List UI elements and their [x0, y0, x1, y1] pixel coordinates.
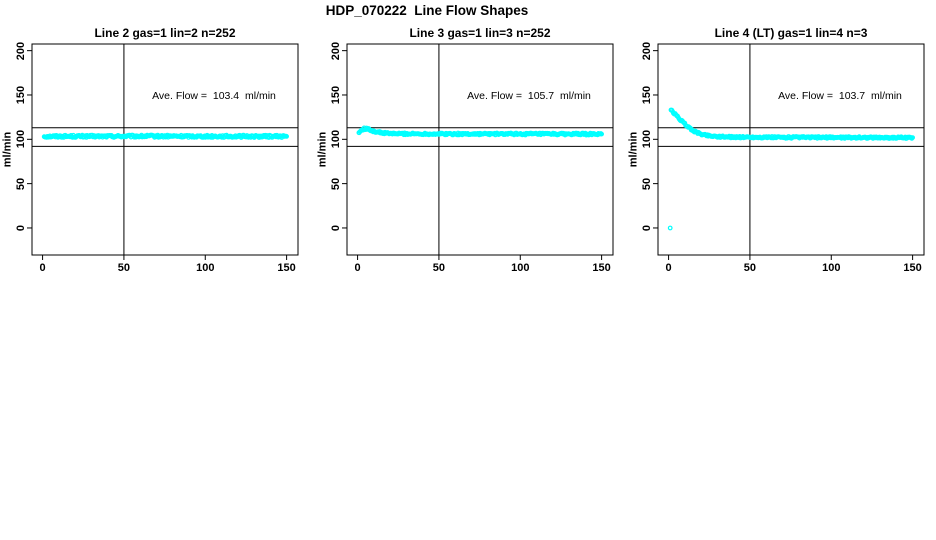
data-point-marker [910, 135, 915, 141]
data-point-marker [599, 131, 604, 137]
axis-box [31, 43, 299, 256]
axis-box [657, 43, 925, 256]
y-tick-label: 0 [641, 224, 653, 232]
axis-box [346, 43, 614, 256]
y-tick-label: 0 [15, 224, 27, 232]
x-tick-label: 50 [432, 262, 446, 274]
y-tick-label: 200 [15, 41, 27, 60]
ave-flow-annotation-line3: Ave. Flow = 105.7 ml/min [467, 90, 591, 102]
ave-flow-annotation-line2: Ave. Flow = 103.4 ml/min [152, 90, 276, 102]
ave-flow-annotation-line4: Ave. Flow = 103.7 ml/min [778, 90, 902, 102]
x-tick-label: 150 [277, 262, 296, 274]
y-tick-label: 50 [15, 177, 27, 190]
y-axis-label: ml/min [627, 131, 640, 168]
figure-title: HDP_070222 Line Flow Shapes [325, 3, 529, 18]
isolated-data-point [356, 130, 362, 136]
x-tick-label: 50 [117, 262, 131, 274]
x-tick-label: 50 [743, 262, 757, 274]
x-tick-label: 150 [903, 262, 922, 274]
y-tick-label: 150 [330, 85, 342, 105]
x-tick-label: 0 [665, 262, 672, 274]
y-axis-label: ml/min [316, 131, 329, 168]
y-tick-label: 200 [641, 41, 653, 60]
y-axis-label: ml/min [1, 131, 14, 168]
panel-title-line4: Line 4 (LT) gas=1 lin=4 n=3 [714, 26, 868, 40]
y-tick-label: 100 [641, 130, 653, 149]
data-point-marker [284, 133, 290, 139]
x-tick-label: 100 [822, 262, 841, 274]
y-tick-label: 200 [330, 41, 342, 60]
y-tick-label: 0 [330, 224, 342, 232]
y-tick-label: 150 [15, 85, 27, 105]
y-tick-label: 100 [15, 130, 27, 149]
x-tick-label: 100 [511, 262, 530, 274]
y-tick-label: 50 [641, 177, 653, 190]
flow-charts-svg [27, 43, 925, 260]
isolated-data-point [667, 225, 673, 231]
panel-title-line3: Line 3 gas=1 lin=3 n=252 [409, 26, 551, 40]
data-series [356, 125, 604, 138]
x-tick-label: 100 [196, 262, 215, 274]
y-tick-label: 50 [330, 177, 342, 190]
x-tick-label: 0 [39, 262, 46, 274]
data-series [667, 107, 915, 231]
y-tick-label: 100 [330, 130, 342, 149]
x-tick-label: 150 [592, 262, 611, 274]
panel-title-line2: Line 2 gas=1 lin=2 n=252 [94, 26, 236, 40]
data-series [41, 132, 290, 140]
y-tick-label: 150 [641, 85, 653, 105]
x-tick-label: 0 [354, 262, 361, 274]
